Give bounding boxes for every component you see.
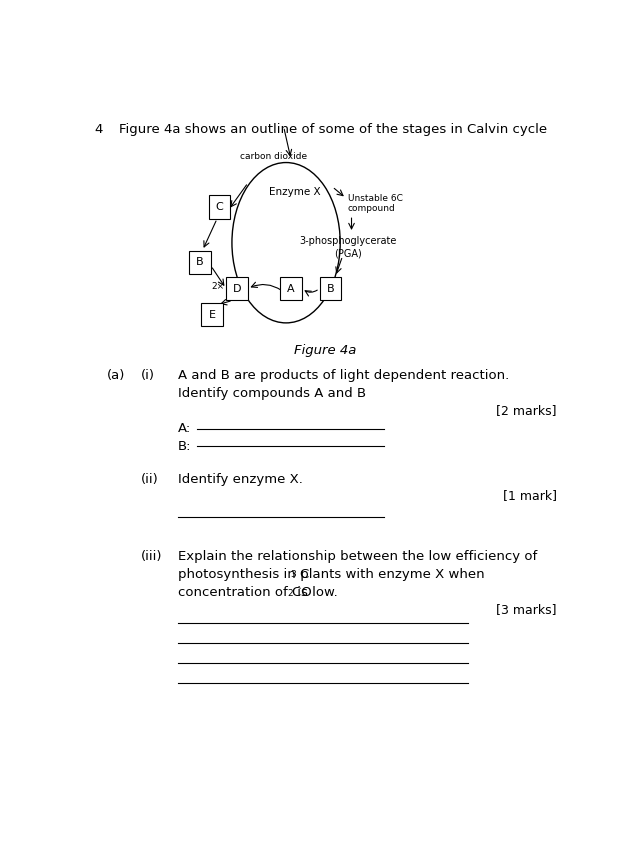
Text: (i): (i) bbox=[141, 369, 155, 382]
Text: 4: 4 bbox=[94, 123, 102, 136]
Text: D: D bbox=[232, 284, 241, 293]
Text: E: E bbox=[209, 309, 216, 320]
Text: [2 marks]: [2 marks] bbox=[496, 404, 557, 416]
Text: 2: 2 bbox=[287, 589, 293, 598]
Text: A: A bbox=[287, 284, 295, 293]
FancyBboxPatch shape bbox=[226, 277, 248, 300]
FancyBboxPatch shape bbox=[189, 251, 211, 275]
Text: 3: 3 bbox=[290, 570, 296, 580]
Text: [3 marks]: [3 marks] bbox=[496, 603, 557, 615]
Text: A and B are products of light dependent reaction.: A and B are products of light dependent … bbox=[178, 369, 509, 382]
Text: B:: B: bbox=[178, 439, 191, 452]
Text: (ii): (ii) bbox=[141, 473, 159, 485]
Text: B: B bbox=[196, 258, 204, 268]
Text: carbon dioxide: carbon dioxide bbox=[240, 152, 307, 161]
FancyBboxPatch shape bbox=[201, 303, 223, 326]
Text: (a): (a) bbox=[107, 369, 125, 382]
Text: Unstable 6C
compound: Unstable 6C compound bbox=[347, 194, 403, 213]
FancyBboxPatch shape bbox=[209, 195, 231, 218]
Text: A:: A: bbox=[178, 422, 191, 435]
Text: concentration of CO: concentration of CO bbox=[178, 586, 312, 599]
Text: Explain the relationship between the low efficiency of: Explain the relationship between the low… bbox=[178, 550, 537, 563]
Text: photosynthesis in C: photosynthesis in C bbox=[178, 568, 309, 581]
Text: Identify compounds A and B: Identify compounds A and B bbox=[178, 388, 366, 400]
Text: (iii): (iii) bbox=[141, 550, 163, 563]
Text: plants with enzyme X when: plants with enzyme X when bbox=[296, 568, 485, 581]
Text: is low.: is low. bbox=[293, 586, 338, 599]
Text: 3-phosphoglycerate
(PGA): 3-phosphoglycerate (PGA) bbox=[299, 236, 396, 258]
FancyBboxPatch shape bbox=[319, 277, 341, 300]
FancyBboxPatch shape bbox=[280, 277, 302, 300]
Text: B: B bbox=[326, 284, 334, 293]
Text: 2×: 2× bbox=[211, 282, 225, 291]
Text: C: C bbox=[216, 201, 224, 212]
Text: [1 mark]: [1 mark] bbox=[503, 489, 557, 502]
Text: Figure 4a shows an outline of some of the stages in Calvin cycle: Figure 4a shows an outline of some of th… bbox=[119, 123, 547, 136]
Text: Figure 4a: Figure 4a bbox=[294, 344, 357, 357]
Text: Identify enzyme X.: Identify enzyme X. bbox=[178, 473, 303, 485]
Text: Enzyme X: Enzyme X bbox=[269, 187, 321, 197]
